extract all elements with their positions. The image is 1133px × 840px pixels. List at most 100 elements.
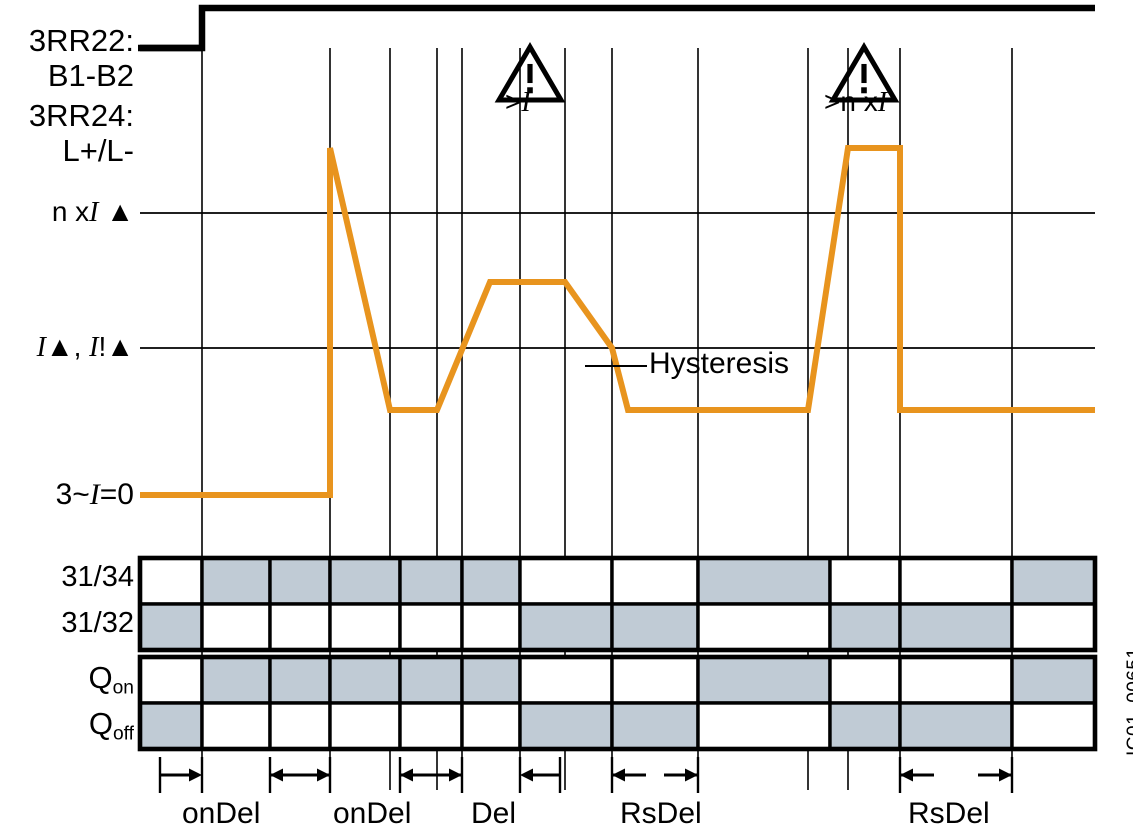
table-cell <box>696 655 832 705</box>
warning-triangle-icon <box>828 42 900 103</box>
arrow-left-icon <box>900 768 913 782</box>
signal-trace-current <box>140 145 1095 498</box>
table-cell <box>1010 556 1097 606</box>
label-supply-3rr22: 3RR22: <box>0 23 134 59</box>
arrow-right-icon <box>999 768 1012 782</box>
interval-label-2-text: onDel <box>333 797 412 830</box>
zero-var: I <box>89 478 100 511</box>
zero-suffix: =0 <box>99 478 134 511</box>
hysteresis-label: Hysteresis <box>649 347 789 381</box>
table-cell <box>138 701 204 751</box>
arrow-right-icon <box>189 768 202 782</box>
table-cell <box>1010 701 1097 751</box>
supply-3rr24-text: 3RR24: <box>28 98 134 133</box>
table-cell <box>898 655 1014 705</box>
row-q-on-sub: on <box>112 677 134 699</box>
table-cell <box>898 602 1014 652</box>
table-cell <box>610 602 700 652</box>
table-cell <box>518 655 614 705</box>
table-cell <box>200 701 272 751</box>
table-cell <box>696 701 832 751</box>
table-cell <box>268 602 332 652</box>
interval-label-5-text: RsDel <box>908 797 990 830</box>
arrow-right-icon <box>685 768 698 782</box>
table-cell <box>518 701 614 751</box>
interval-label-4-text: RsDel <box>620 797 702 830</box>
label-threshold-n-x-I: n xI ▲ <box>0 196 134 229</box>
warning-triangle-icon <box>494 42 566 103</box>
table-cell <box>1010 602 1097 652</box>
table-cell <box>328 655 402 705</box>
arrow-left-icon <box>612 768 625 782</box>
row-label-31-34: 31/34 <box>0 561 134 594</box>
interval-label-3: Del <box>471 797 516 831</box>
arrow-left-icon <box>520 768 533 782</box>
table-cell <box>1010 655 1097 705</box>
row-label-q-off: Qoff <box>0 706 134 745</box>
supply-lplm-text: L+/L- <box>62 133 134 168</box>
arrow-right-icon <box>449 768 462 782</box>
arrow-right-icon <box>317 768 330 782</box>
table-cell <box>268 655 332 705</box>
table-cell <box>328 701 402 751</box>
interval-label-1: onDel <box>182 797 260 831</box>
row-label-q-on: Qon <box>0 660 135 699</box>
table-cell <box>138 602 204 652</box>
table-cell <box>828 655 902 705</box>
table-cell <box>200 655 272 705</box>
up-arrow-icon: ▲ <box>106 196 134 227</box>
label-supply-3rr24: 3RR24: <box>0 98 134 134</box>
table-cell <box>696 556 832 606</box>
arrow-left-icon <box>400 768 413 782</box>
table-cell <box>610 556 700 606</box>
interval-label-4: RsDel <box>620 797 702 831</box>
table-cell <box>828 556 902 606</box>
table-cell <box>696 602 832 652</box>
threshold-high-var: I <box>89 197 99 228</box>
table-cell <box>460 556 522 606</box>
table-cell <box>268 556 332 606</box>
table-cell <box>268 701 332 751</box>
supply-3rr22-text: 3RR22: <box>28 23 134 58</box>
table-block-border <box>137 555 1098 653</box>
table-cell <box>460 602 522 652</box>
table-cell <box>138 655 204 705</box>
hysteresis-text: Hysteresis <box>649 347 790 380</box>
table-cell <box>828 701 902 751</box>
table-cell <box>200 556 272 606</box>
row-q-off-base: Q <box>88 706 113 741</box>
threshold-mid-b-bang: ! <box>98 331 107 362</box>
table-cell <box>200 602 272 652</box>
row-31-32-text: 31/32 <box>61 607 134 639</box>
label-supply-lplm: L+/L- <box>0 133 134 169</box>
threshold-mid-a-var: I <box>36 332 46 363</box>
interval-label-1-text: onDel <box>182 797 261 830</box>
threshold-high-prefix: n x <box>51 196 90 227</box>
arrow-left-icon <box>270 768 283 782</box>
table-cell <box>828 602 902 652</box>
table-cell <box>610 701 700 751</box>
zero-prefix: 3~ <box>55 478 90 511</box>
interval-label-5: RsDel <box>908 797 990 831</box>
table-cell <box>328 602 402 652</box>
table-cell <box>398 655 464 705</box>
label-threshold-I: I▲, I!▲ <box>0 331 134 364</box>
threshold-mid-sep: , <box>73 331 82 362</box>
table-cell <box>460 701 522 751</box>
label-supply-b1b2: B1-B2 <box>0 58 134 94</box>
table-block-border <box>137 654 1098 752</box>
table-cell <box>898 701 1014 751</box>
supply-b1b2-text: B1-B2 <box>47 58 134 93</box>
label-zero-current: 3~I=0 <box>0 478 134 512</box>
table-cell <box>398 602 464 652</box>
table-cell <box>398 701 464 751</box>
table-cell <box>518 556 614 606</box>
table-cell <box>610 655 700 705</box>
up-arrow-icon: ▲ <box>106 331 134 362</box>
row-q-off-sub: off <box>112 723 134 745</box>
interval-label-3-text: Del <box>471 797 517 830</box>
signal-trace-supply <box>140 4 1095 52</box>
table-cell <box>898 556 1014 606</box>
